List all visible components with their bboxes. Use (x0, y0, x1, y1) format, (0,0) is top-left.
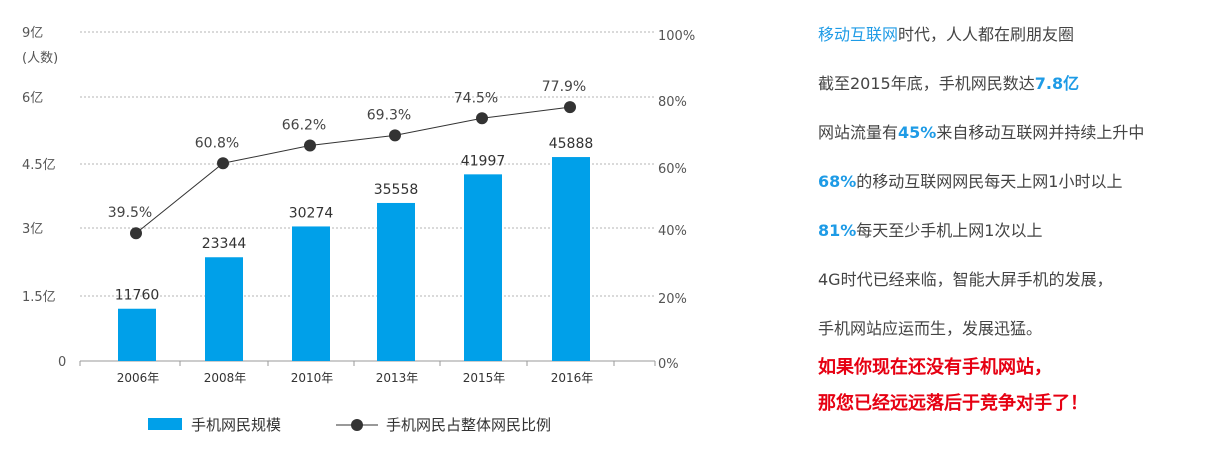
x-tick-label: 2010年 (291, 371, 334, 385)
line-series: 39.5% 60.8% 66.2% 69.3% 74.5% 77.9% (108, 79, 586, 240)
bar (464, 174, 502, 361)
copy-text: 每天至少手机上网1次以上 (856, 221, 1043, 240)
y-right-tick-label: 0% (658, 357, 679, 372)
copy-highlight: 81% (818, 221, 857, 240)
bar (292, 226, 330, 361)
legend-line-marker (351, 419, 363, 431)
legend-bar-swatch (148, 418, 182, 430)
combo-chart: 0 1.5亿 3亿 4.5亿 6亿 9亿 (人数) 0% 20% 40% 60% 80% 100% 1… (22, 26, 695, 434)
copy-text: 4G时代已经来临，智能大屏手机的发展， (818, 270, 1113, 289)
side-copy: 移动互联网时代，人人都在刷朋友圈 截至2015年底，手机网民数达7.8亿 网站流… (818, 22, 1208, 426)
line-point (564, 101, 576, 114)
line-point-label: 74.5% (454, 90, 498, 106)
copy-text: 手机网站应运而生，发展迅猛。 (818, 319, 1043, 338)
copy-line-6: 4G时代已经来临，智能大屏手机的发展， (818, 267, 1208, 316)
copy-line-7: 手机网站应运而生，发展迅猛。 (818, 316, 1208, 354)
bar (205, 257, 243, 361)
copy-text: 时代，人人都在刷朋友圈 (898, 25, 1075, 44)
y-right-tick-label: 60% (658, 162, 687, 177)
line-point-label: 69.3% (367, 107, 411, 123)
copy-lead: 移动互联网 (818, 25, 899, 44)
copy-text: 来自移动互联网并持续上升中 (936, 123, 1145, 142)
legend-bar-label: 手机网民规模 (191, 416, 281, 434)
copy-text: 的移动互联网网民每天上网1小时以上 (856, 172, 1123, 191)
y-axis-left: 0 1.5亿 3亿 4.5亿 6亿 9亿 (人数) (22, 26, 66, 370)
y-right-tick-label: 80% (658, 95, 687, 110)
bar (552, 157, 590, 361)
copy-line-1: 移动互联网时代，人人都在刷朋友圈 (818, 22, 1208, 71)
y-right-tick-label: 20% (658, 292, 687, 307)
y-left-tick-label: 0 (58, 355, 66, 370)
copy-line-4: 68%的移动互联网网民每天上网1小时以上 (818, 169, 1208, 218)
copy-line-3: 网站流量有45%来自移动互联网并持续上升中 (818, 120, 1208, 169)
line-point-label: 39.5% (108, 205, 152, 221)
y-left-unit-label: (人数) (22, 51, 58, 66)
bar-series: 11760 23344 30274 35558 41997 45888 (115, 136, 594, 361)
line-point (476, 112, 488, 125)
bar-value-label: 45888 (549, 136, 594, 152)
y-left-tick-label: 9亿 (22, 26, 43, 41)
legend: 手机网民规模 手机网民占整体网民比例 (148, 416, 551, 434)
x-tick-label: 2015年 (463, 371, 506, 385)
y-right-tick-label: 40% (658, 224, 687, 239)
line-point (389, 129, 401, 142)
copy-line-2: 截至2015年底，手机网民数达7.8亿 (818, 71, 1208, 120)
y-left-tick-label: 4.5亿 (22, 158, 56, 173)
y-left-tick-label: 1.5亿 (22, 290, 56, 305)
bar-value-label: 35558 (374, 182, 419, 198)
x-tick-label: 2013年 (376, 371, 419, 385)
line-point (304, 139, 316, 152)
line-point-label: 60.8% (195, 135, 239, 151)
bar (118, 308, 156, 361)
bar-value-label: 23344 (202, 236, 247, 252)
line-point-label: 77.9% (542, 79, 586, 95)
x-axis: 2006年 2008年 2010年 2013年 2015年 2016年 (79, 361, 656, 385)
line-point-label: 66.2% (282, 118, 326, 134)
line-path (135, 106, 571, 234)
line-point (130, 227, 142, 240)
y-left-tick-label: 6亿 (22, 91, 43, 106)
bar (377, 202, 415, 361)
y-axis-right: 0% 20% 40% 60% 80% 100% (658, 29, 695, 372)
legend-line-label: 手机网民占整体网民比例 (386, 416, 551, 434)
copy-text: 网站流量有 (818, 123, 899, 142)
bar-value-label: 41997 (461, 153, 506, 169)
x-tick-label: 2006年 (117, 371, 160, 385)
copy-highlight: 45% (898, 123, 937, 142)
cta-line-2: 那您已经远远落后于竞争对手了！ (818, 393, 1088, 414)
copy-text: 截至2015年底，手机网民数达 (818, 74, 1035, 93)
x-tick-label: 2008年 (204, 371, 247, 385)
x-tick-label: 2016年 (551, 371, 594, 385)
y-left-tick-label: 3亿 (22, 222, 43, 237)
bar-value-label: 30274 (289, 205, 334, 221)
y-right-tick-label: 100% (658, 29, 695, 44)
copy-line-5: 81%每天至少手机上网1次以上 (818, 218, 1208, 267)
line-point (217, 157, 229, 170)
cta-line-1: 如果你现在还没有手机网站， (818, 357, 1052, 378)
bar-value-label: 11760 (115, 288, 160, 304)
copy-highlight: 68% (818, 172, 857, 191)
copy-highlight: 7.8亿 (1034, 74, 1080, 93)
